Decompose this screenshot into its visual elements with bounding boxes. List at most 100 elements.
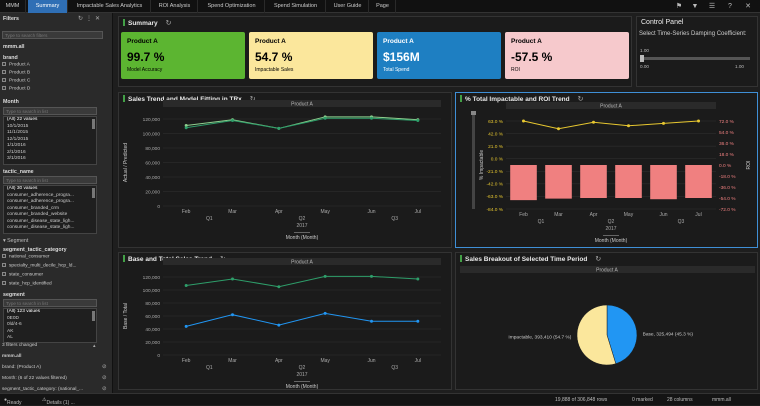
sales-trend-chart[interactable]: Product A 0 20,000 40,000 60,000 80,000 100,00… <box>119 93 453 249</box>
tab-spend-optimization[interactable]: Spend Optimization <box>199 0 265 13</box>
data-point <box>277 323 281 327</box>
brand-checkbox-c[interactable]: Product C <box>2 78 30 83</box>
tab-roi-analysis[interactable]: ROI Analysis <box>152 0 198 13</box>
list-item[interactable]: 1/1/2016 <box>7 143 26 148</box>
bookmark-icon[interactable]: ⚑ <box>675 3 683 10</box>
help-icon[interactable]: ? <box>728 3 732 10</box>
list-item[interactable]: 10/1/2015 <box>7 123 29 129</box>
menu-icon[interactable]: ☰ <box>708 3 716 10</box>
list-item[interactable]: consumer_disease_state_ligh... <box>7 218 75 224</box>
roi-bar <box>510 165 537 201</box>
series-line-total <box>186 275 418 288</box>
y-tick-label: 60,000 <box>145 314 160 320</box>
list-item[interactable]: 0E0D <box>7 315 19 321</box>
list-item[interactable]: (All) 30 values <box>7 186 38 191</box>
damping-slider-handle[interactable] <box>640 55 644 62</box>
status-marked: 0 marked <box>632 397 653 403</box>
segment-section-header[interactable]: ▾ Segment <box>3 238 29 244</box>
base-total-panel: Base and Total Sales Trend↻ Product A020… <box>118 252 452 390</box>
x-axis-title: Month (Month) <box>286 384 319 390</box>
quarter-label: Q3 <box>391 365 398 371</box>
tactic-search-input[interactable] <box>3 176 97 184</box>
reset-filter-icon[interactable]: ⊘ <box>102 375 107 381</box>
status-columns: 28 columns <box>667 397 693 403</box>
list-item[interactable]: (All) 22 values <box>7 117 38 122</box>
damping-slider-track[interactable] <box>640 57 750 60</box>
filter-icon[interactable]: ▼ <box>691 3 699 10</box>
pie-slice-base <box>606 304 638 365</box>
brand-checkbox-d[interactable]: Product D <box>2 86 30 91</box>
seg-tactic-checkbox[interactable]: state_consumer <box>2 272 43 277</box>
quarter-label: Q1 <box>206 216 213 222</box>
list-item[interactable]: consumer_branded_website <box>7 212 68 217</box>
tab-spend-simulation[interactable]: Spend Simulation <box>266 0 326 13</box>
tab-impactable-sales-analytics[interactable]: Impactable Sales Analytics <box>69 0 151 13</box>
seg-tactic-checkbox[interactable]: specialty_multi_decile_hcp_ld... <box>2 263 76 268</box>
kpi-value: 99.7 % <box>127 50 165 64</box>
roi-bar <box>650 165 677 200</box>
status-details[interactable]: ⚠ Details (1) ... <box>42 397 75 406</box>
list-item[interactable]: 0ld/4-6 <box>7 322 22 327</box>
quarter-label: Q1 <box>206 365 213 371</box>
segment-search-input[interactable] <box>3 299 97 307</box>
list-item[interactable]: consumer_adherence_progra... <box>7 199 74 204</box>
tab-user-guide[interactable]: User Guide <box>327 0 369 13</box>
list-item[interactable]: (All) 123 values <box>7 309 41 314</box>
reset-filter-icon[interactable]: ⊘ <box>102 364 107 370</box>
data-point <box>592 120 595 124</box>
tactic-list[interactable]: (All) 30 values consumer_adherence_progr… <box>3 185 97 234</box>
tab-summary[interactable]: Summary <box>28 0 68 13</box>
list-item[interactable]: consumer_adherence_progra... <box>7 192 74 198</box>
seg-tactic-checkbox[interactable]: state_hcp_identified <box>2 281 52 286</box>
data-point <box>697 119 700 123</box>
refresh-icon[interactable]: ↻ <box>577 96 584 103</box>
refresh-icon[interactable]: ↻ <box>165 20 172 27</box>
month-list[interactable]: (All) 22 values 10/1/2015 11/1/2015 12/1… <box>3 116 97 165</box>
segment-list-scrollbar[interactable] <box>92 311 95 321</box>
data-point <box>231 118 234 122</box>
status-bar: ● Ready ⚠ Details (1) ... 19,888 of 306,… <box>0 393 760 406</box>
data-point <box>370 116 373 120</box>
month-list-scrollbar[interactable] <box>92 119 95 129</box>
refresh-icon[interactable]: ↻ <box>595 256 602 263</box>
filters-search-input[interactable] <box>2 31 103 39</box>
segment-list[interactable]: (All) 123 values 0E0D 0ld/4-6 AK AL <box>3 308 97 343</box>
list-item[interactable]: 11/1/2015 <box>7 130 28 135</box>
sales-breakout-chart[interactable]: Product A Base, 325,494 (45.3 %) Impactabl… <box>456 253 759 391</box>
kpi-product: Product A <box>127 38 158 45</box>
y-tick-label: 20,000 <box>145 340 160 346</box>
list-item[interactable]: 2/1/2016 <box>7 149 26 155</box>
close-icon[interactable]: ✕ <box>745 3 751 10</box>
brand-checkbox-a[interactable]: Product A <box>2 62 30 67</box>
data-point <box>522 119 525 123</box>
y2-tick-label: -54.0 % <box>719 196 736 202</box>
refresh-icon[interactable]: ↻ <box>249 96 256 103</box>
list-item[interactable]: AL <box>7 335 13 340</box>
filters-toolbar-icons[interactable]: ↻⋮✕ <box>78 16 104 22</box>
data-point <box>416 277 420 281</box>
reset-filter-icon[interactable]: ⊘ <box>102 386 107 392</box>
tab-mmm[interactable]: MMM <box>0 0 26 13</box>
x-tick-label: Mar <box>554 212 563 218</box>
kpi-label: Impactable Sales <box>255 67 294 73</box>
y-tick-label: 0 <box>157 353 160 359</box>
tactic-list-scrollbar[interactable] <box>92 188 95 198</box>
collapse-icon[interactable]: ▴ <box>93 343 96 349</box>
impactable-roi-chart[interactable]: Product A -84.0 % -63.0 % -42.0 % -21.0 % 0.0… <box>456 93 759 249</box>
y2-tick-label: 18.0 % <box>719 152 735 158</box>
kpi-product: Product A <box>255 38 286 45</box>
list-item[interactable]: AK <box>7 328 14 334</box>
list-item[interactable]: consumer_disease_state_ligh... <box>7 225 75 230</box>
trellis-label: Product A <box>291 102 313 108</box>
data-point <box>184 283 188 287</box>
y2-tick-label: -72.0 % <box>719 207 736 213</box>
seg-tactic-checkbox[interactable]: national_consumer <box>2 254 50 259</box>
data-point <box>323 274 327 278</box>
list-item[interactable]: 3/1/2016 <box>7 156 26 161</box>
tab-page[interactable]: Page <box>370 0 396 13</box>
list-item[interactable]: consumer_branded_crm <box>7 205 59 211</box>
list-item[interactable]: 12/1/2015 <box>7 136 29 142</box>
month-search-input[interactable] <box>3 107 97 115</box>
base-total-chart[interactable]: Product A 0 20,000 40,000 60,000 80,000 100,00… <box>119 253 453 391</box>
brand-checkbox-b[interactable]: Product B <box>2 70 30 75</box>
